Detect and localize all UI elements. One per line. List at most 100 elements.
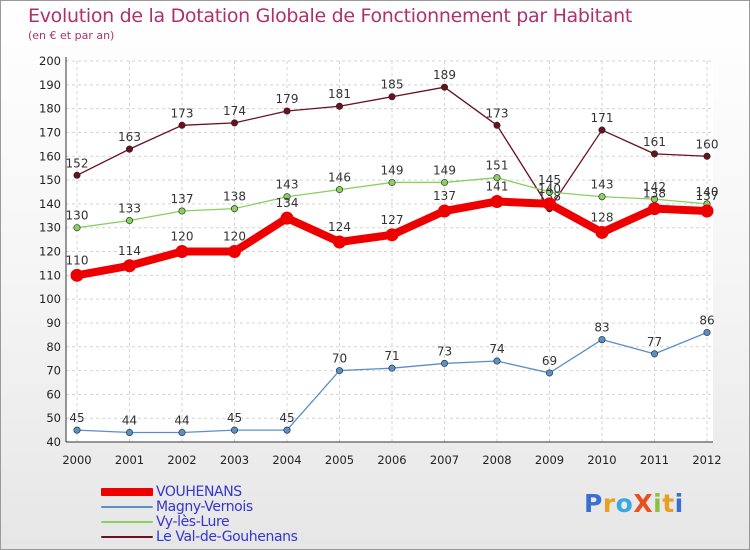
data-point [335,102,343,110]
x-tick-label: 2010 [587,453,616,467]
data-label: 71 [384,349,399,363]
y-tick-label: 100 [39,292,61,306]
data-label: 137 [696,189,719,203]
data-label: 140 [696,185,719,199]
data-point [335,186,343,194]
legend-swatch [101,488,153,496]
data-point [650,150,658,158]
brand-letter: X [633,489,654,518]
data-point [490,194,504,208]
data-label: 86 [699,313,714,327]
data-point [648,202,661,216]
data-point [178,207,186,215]
data-label: 138 [643,187,666,201]
data-label: 124 [328,220,351,234]
data-label: 83 [594,321,609,335]
data-point [703,328,711,336]
data-label: 146 [328,171,351,185]
data-label: 161 [643,135,666,149]
chart-subtitle: (en € et par an) [28,29,115,42]
y-tick-label: 70 [46,364,61,378]
data-label: 110 [66,253,89,267]
y-tick-label: 50 [46,411,61,425]
data-label: 44 [122,413,137,427]
data-label: 163 [118,130,141,144]
data-label: 143 [591,178,614,192]
data-label: 133 [118,202,141,216]
x-tick-label: 2008 [482,453,511,467]
data-point [231,119,239,127]
x-tick-label: 2003 [220,453,249,467]
brand-logo: ProXiti [584,489,684,518]
data-label: 173 [486,106,509,120]
y-tick-label: 90 [46,316,61,330]
data-point [178,428,186,436]
data-point [493,174,501,182]
y-tick-label: 200 [39,54,61,68]
data-label: 130 [66,209,89,223]
data-label: 45 [69,411,84,425]
data-label: 128 [591,210,614,224]
data-point [231,426,239,434]
data-point [388,178,396,186]
data-label: 45 [279,411,294,425]
data-point [598,336,606,344]
legend-swatch [101,506,153,508]
brand-letter: o [615,489,634,518]
data-label: 185 [381,78,404,92]
data-point [283,426,291,434]
x-tick-label: 2005 [325,453,354,467]
data-point [595,225,609,239]
brand-letter: i [674,489,684,518]
data-label: 174 [223,104,246,118]
data-point [545,188,553,196]
data-point [598,193,606,201]
data-label: 140 [538,182,561,196]
y-tick-label: 190 [39,78,61,92]
y-tick-label: 130 [39,221,61,235]
data-label: 138 [223,190,246,204]
brand-letter: t [662,489,675,518]
y-tick-label: 40 [46,435,61,449]
data-label: 114 [118,244,141,258]
line-chart: 40 50 60 70 80 90 100 110 120 130 140 150 160 170 180 1… [39,54,722,467]
data-label: 134 [276,196,299,210]
data-point [598,126,606,134]
legend-swatch [101,536,153,538]
x-tick-label: 2006 [377,453,406,467]
data-point [123,259,136,273]
data-label: 181 [328,87,351,101]
data-point [440,359,448,367]
data-point [126,217,134,225]
data-point [650,350,658,358]
data-point [73,171,81,179]
data-label: 142 [643,180,666,194]
data-point [73,224,81,232]
data-point [280,211,294,225]
data-label: 179 [276,92,299,106]
x-tick-label: 2012 [692,453,721,467]
y-tick-label: 160 [39,149,61,163]
data-label: 149 [433,163,456,177]
x-tick-label: 2001 [115,453,144,467]
brand-letter: P [584,489,603,518]
data-point [231,205,239,213]
brand-letter: r [602,489,616,518]
brand-letter: i [653,489,663,518]
y-tick-label: 170 [39,125,61,139]
y-tick-label: 180 [39,102,61,116]
y-tick-label: 150 [39,173,61,187]
data-label: 189 [433,68,456,82]
data-label: 143 [276,178,299,192]
chart-title: Evolution de la Dotation Globale de Fonc… [28,5,633,27]
data-label: 173 [171,106,194,120]
data-point [545,369,553,377]
data-point [283,107,291,115]
data-point [385,228,399,242]
data-label: 145 [538,173,561,187]
data-label: 74 [489,342,504,356]
data-point [700,204,714,218]
x-tick-label: 2011 [640,453,669,467]
x-tick-label: 2007 [430,453,459,467]
data-point [493,357,501,365]
